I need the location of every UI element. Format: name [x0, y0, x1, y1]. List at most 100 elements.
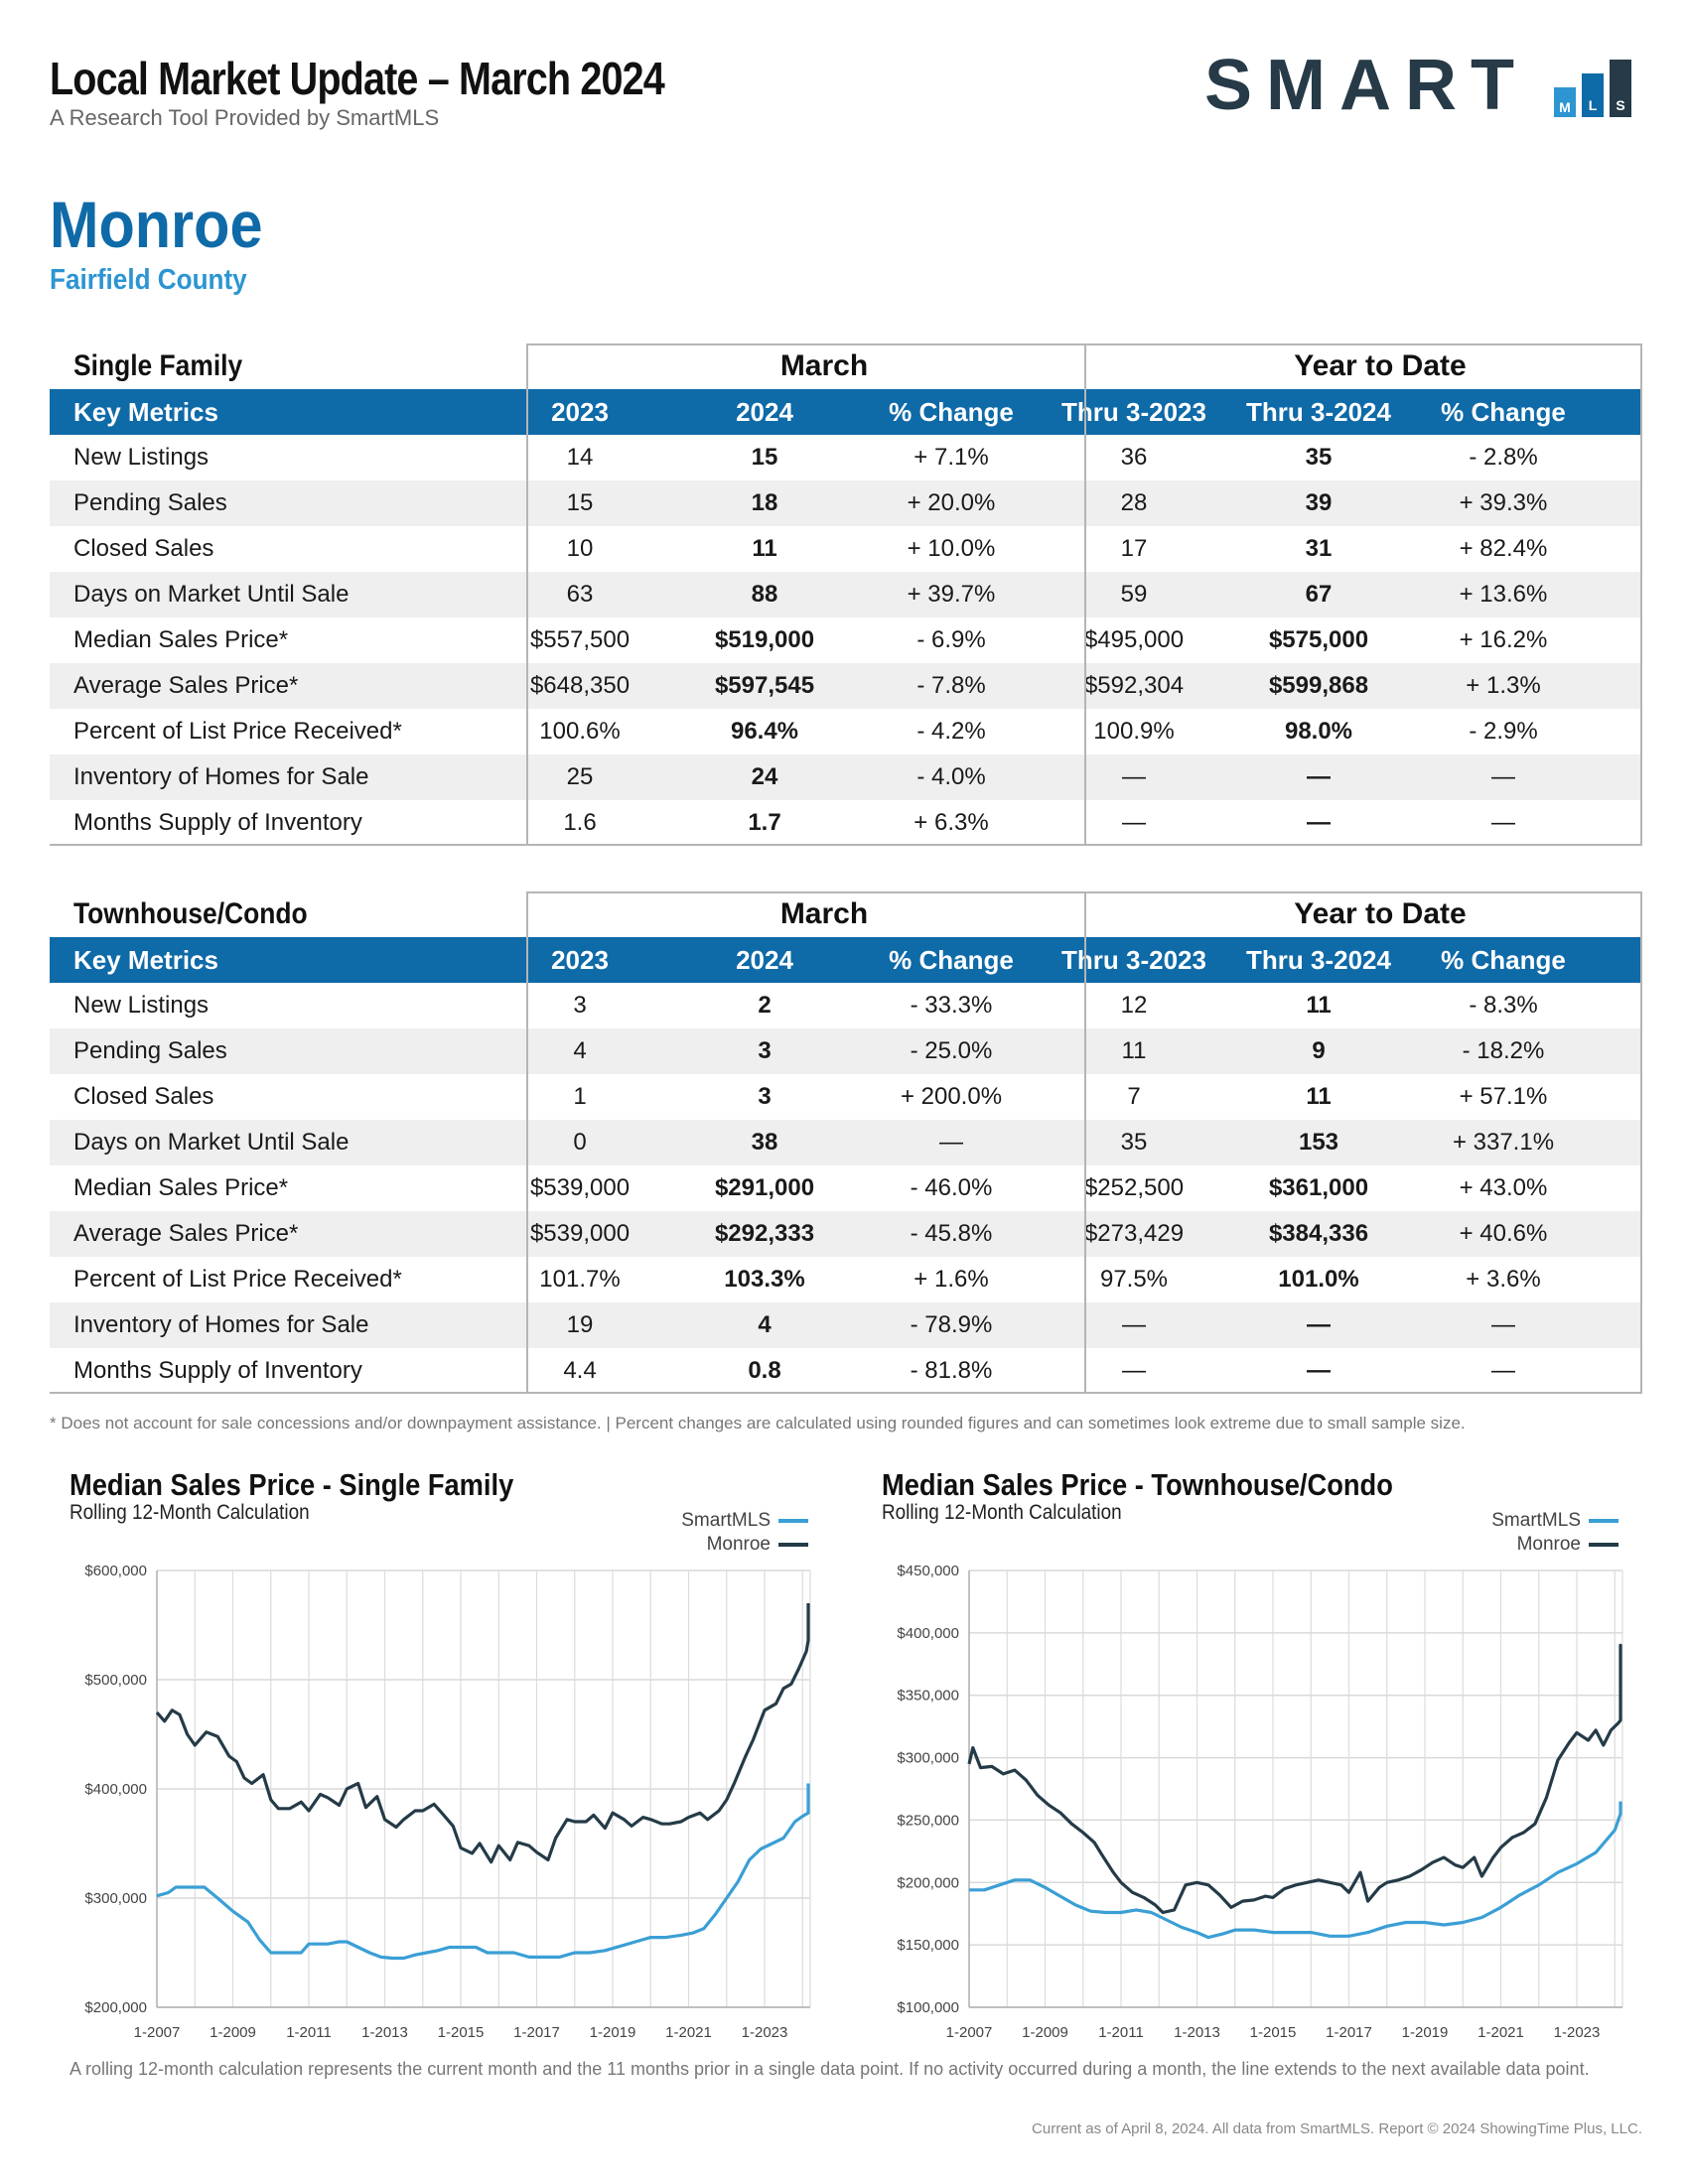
metric-value: $597,545	[714, 672, 815, 699]
metric-value: - 18.2%	[1462, 1037, 1545, 1064]
metric-value: $557,500	[529, 626, 631, 653]
table-title: Single Family	[73, 349, 243, 382]
table-column-header: Key Metrics 2023 2024 % Change Thru 3-2023 Th…	[50, 389, 1642, 435]
metric-value: $592,304	[1083, 672, 1185, 699]
metric-value: 15	[566, 489, 594, 516]
report-title: Local Market Update – March 2024	[50, 53, 665, 104]
table-divider	[1084, 891, 1086, 1394]
metric-label: Months Supply of Inventory	[73, 1357, 362, 1384]
metric-label: Percent of List Price Received*	[73, 1266, 402, 1293]
city-name: Monroe	[50, 188, 263, 261]
x-tick-label: 1-2017	[1326, 2024, 1372, 2041]
metric-label: New Listings	[73, 444, 210, 471]
month-group-header: March	[779, 897, 869, 930]
x-tick-label: 1-2007	[946, 2024, 993, 2041]
metric-value: 17	[1120, 535, 1148, 562]
metric-value: 101.0%	[1278, 1266, 1359, 1293]
metric-value: 1	[573, 1083, 587, 1110]
metric-value: 31	[1305, 535, 1333, 562]
chart-subtitle-townhouse: Rolling 12-Month Calculation	[882, 1501, 1122, 1524]
column-header: Thru 3-2024	[1246, 945, 1391, 975]
legend-label: SmartMLS	[681, 1510, 771, 1531]
metric-value: + 1.3%	[1466, 672, 1541, 699]
y-tick-label: $450,000	[897, 1563, 959, 1579]
metric-value: + 200.0%	[900, 1083, 1003, 1110]
column-header: % Change	[1441, 397, 1566, 427]
table-divider	[1640, 891, 1642, 1394]
metric-value: 10	[566, 535, 594, 562]
table-row: Percent of List Price Received* 101.7% 103…	[50, 1257, 1642, 1302]
legend-label: Monroe	[706, 1534, 771, 1555]
x-tick-label: 1-2023	[742, 2024, 788, 2041]
column-header: % Change	[889, 945, 1014, 975]
metric-value: + 7.1%	[914, 444, 989, 471]
metric-value: - 78.9%	[910, 1311, 993, 1338]
series-line-smartmls	[969, 1801, 1622, 1940]
metric-value: 3	[573, 992, 587, 1019]
y-tick-label: $300,000	[897, 1750, 959, 1767]
y-tick-label: $100,000	[897, 1999, 959, 2016]
metric-value: 1.6	[563, 809, 597, 836]
townhouse-price-chart: $450,000 $400,000 $350,000 $300,000 $250,000…	[897, 1563, 1623, 2041]
x-tick-label: 1-2023	[1554, 2024, 1601, 2041]
metric-value: 11	[1306, 1083, 1332, 1110]
metric-label: Average Sales Price*	[73, 672, 299, 699]
legend-label: Monroe	[1516, 1534, 1581, 1555]
table-row: New Listings 14 15 + 7.1% 36 35 - 2.8%	[50, 435, 1642, 480]
table-section-header: Townhouse/Condo March Year to Date	[50, 891, 1642, 937]
metric-value: 35	[1120, 1129, 1148, 1156]
x-tick-label: 1-2015	[438, 2024, 485, 2041]
x-tick-label: 1-2019	[1402, 2024, 1449, 2041]
metric-value: $539,000	[529, 1174, 631, 1201]
logo-text: SMART	[1204, 46, 1528, 125]
x-tick-label: 1-2011	[286, 2024, 332, 2041]
y-tick-label: $150,000	[897, 1937, 959, 1954]
metric-value: 19	[566, 1311, 594, 1338]
metric-value: —	[1122, 1357, 1146, 1384]
column-header: 2023	[551, 945, 609, 975]
metric-value: $292,333	[714, 1220, 815, 1247]
legend-item-smartmls: SmartMLS	[596, 1509, 808, 1533]
metric-value: 100.6%	[539, 718, 621, 745]
metric-value: - 7.8%	[916, 672, 986, 699]
column-header: 2024	[736, 397, 793, 427]
metric-value: 3	[758, 1037, 772, 1064]
metric-value: 88	[751, 581, 778, 608]
table-row: Pending Sales 15 18 + 20.0% 28 39 + 39.3%	[50, 480, 1642, 526]
x-tick-label: 1-2021	[1477, 2024, 1524, 2041]
metric-value: - 2.9%	[1469, 718, 1538, 745]
column-header: 2023	[551, 397, 609, 427]
metric-value: 11	[1306, 992, 1332, 1019]
metric-label: Days on Market Until Sale	[73, 581, 350, 608]
metric-label: Closed Sales	[73, 535, 214, 562]
table-divider	[1640, 343, 1642, 846]
metric-value: 153	[1298, 1129, 1339, 1156]
chart-title-single-family: Median Sales Price - Single Family	[70, 1467, 514, 1502]
metric-value: $384,336	[1268, 1220, 1369, 1247]
metric-value: —	[939, 1129, 963, 1156]
metric-value: 97.5%	[1099, 1266, 1169, 1293]
table-divider	[1084, 343, 1086, 846]
townhouse-condo-table: Townhouse/Condo March Year to Date Key Metr…	[50, 891, 1642, 1394]
table-divider	[50, 1392, 1642, 1394]
legend-item-smartmls: SmartMLS	[1406, 1509, 1618, 1533]
key-metrics-header: Key Metrics	[73, 945, 218, 975]
metric-value: - 81.8%	[910, 1357, 993, 1384]
metric-value: + 57.1%	[1459, 1083, 1548, 1110]
metric-value: 3	[758, 1083, 772, 1110]
metric-value: 9	[1312, 1037, 1326, 1064]
ytd-group-header: Year to Date	[1294, 897, 1467, 930]
metric-value: - 4.0%	[916, 763, 986, 790]
metric-label: Closed Sales	[73, 1083, 214, 1110]
metric-label: Median Sales Price*	[73, 626, 289, 653]
metric-value: 28	[1120, 489, 1148, 516]
metric-label: New Listings	[73, 992, 210, 1019]
metric-value: + 10.0%	[907, 535, 996, 562]
metric-value: 4.4	[563, 1357, 597, 1384]
metric-value: —	[1491, 1357, 1515, 1384]
table-row: Percent of List Price Received* 100.6% 96.…	[50, 709, 1642, 754]
series-line-monroe	[155, 1603, 810, 1864]
metric-value: + 43.0%	[1459, 1174, 1548, 1201]
table-row: Median Sales Price* $539,000 $291,000 - 46.…	[50, 1165, 1642, 1211]
y-tick-label: $400,000	[84, 1781, 147, 1798]
